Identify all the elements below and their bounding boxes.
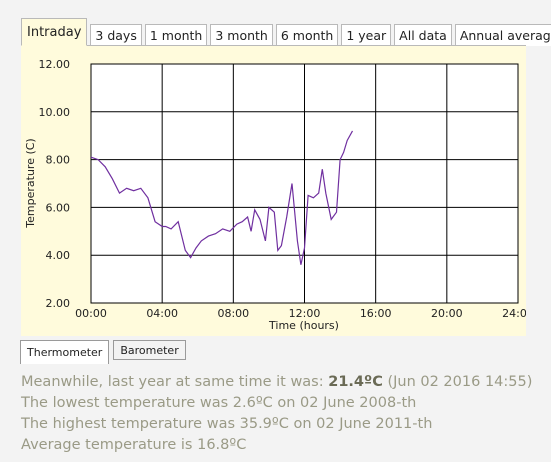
grid-lines	[90, 63, 519, 304]
y-tick-label: 6.00	[46, 201, 71, 214]
lowest-temp-line: The lowest temperature was 2.6ºC on 02 J…	[21, 395, 417, 411]
tab-3-days[interactable]: 3 days	[90, 24, 142, 46]
y-tick-label: 4.00	[46, 249, 71, 262]
x-tick-label: 16:00	[360, 307, 392, 320]
tab-1-month[interactable]: 1 month	[144, 24, 208, 46]
range-tabbar: Intraday 3 days 1 month 3 month 6 month 1 yea…	[21, 18, 551, 46]
highest-temp-line: The highest temperature was 35.9ºC on 02…	[21, 416, 433, 432]
tab-intraday[interactable]: Intraday	[21, 18, 88, 46]
x-tick-label: 20:00	[431, 307, 463, 320]
subtab-thermometer[interactable]: Thermometer	[20, 340, 110, 364]
tab-1-year[interactable]: 1 year	[341, 24, 392, 46]
x-axis-label: Time (hours)	[268, 319, 339, 332]
x-tick-label: 12:00	[289, 307, 321, 320]
subtab-barometer[interactable]: Barometer	[113, 340, 186, 360]
info-text: Meanwhile, last year at same time it was…	[21, 372, 532, 456]
chart-panel: 2.00 4.00 6.00 8.00 10.00 12.00 00:00 04:00 08:…	[21, 45, 526, 336]
y-tick-label: 2.00	[46, 297, 71, 310]
x-tick-label: 24:00	[502, 307, 526, 320]
x-tick-label: 08:00	[217, 307, 249, 320]
tab-annual-average[interactable]: Annual average	[454, 24, 551, 46]
temperature-series-line	[90, 130, 354, 265]
x-tick-labels: 00:00 04:00 08:00 12:00 16:00 20:00 24:00	[75, 307, 526, 320]
average-temp-line: Average temperature is 16.8ºC	[21, 437, 247, 453]
x-tick-label: 00:00	[75, 307, 107, 320]
y-tick-label: 10.00	[39, 106, 71, 119]
y-tick-labels: 2.00 4.00 6.00 8.00 10.00 12.00	[39, 58, 71, 310]
tab-6-month[interactable]: 6 month	[275, 24, 339, 46]
last-year-line: Meanwhile, last year at same time it was…	[21, 374, 533, 390]
tab-3-month[interactable]: 3 month	[210, 24, 273, 46]
temperature-chart: 2.00 4.00 6.00 8.00 10.00 12.00 00:00 04:00 08:…	[24, 58, 526, 332]
x-tick-label: 04:00	[146, 307, 178, 320]
y-axis-label: Temperature (C)	[24, 138, 37, 228]
tab-all-data[interactable]: All data	[394, 24, 452, 46]
last-year-value: 21.4ºC	[328, 374, 383, 390]
sensor-tabbar: Thermometer Barometer	[20, 340, 190, 364]
y-tick-label: 12.00	[39, 58, 71, 71]
y-tick-label: 8.00	[46, 154, 71, 167]
